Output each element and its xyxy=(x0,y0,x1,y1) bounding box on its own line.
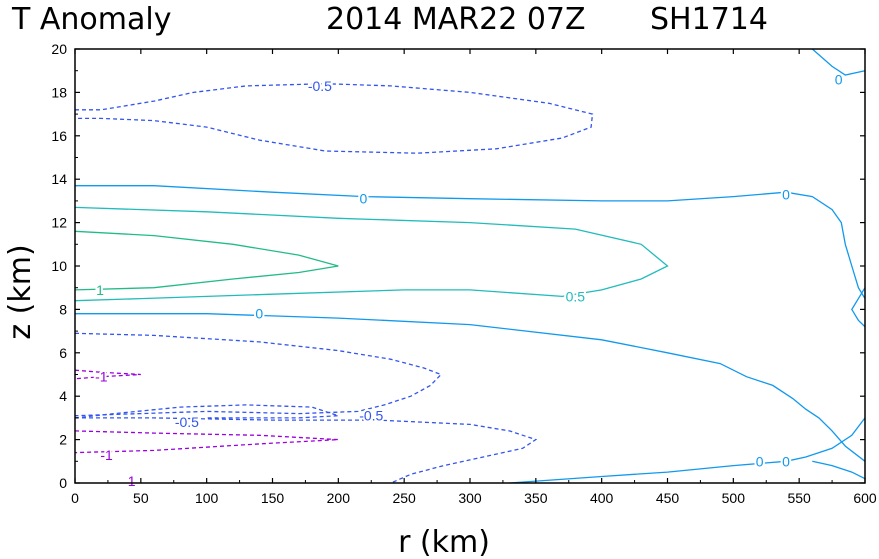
contour-lines xyxy=(74,48,866,484)
x-tick-label: 100 xyxy=(195,490,219,506)
y-tick-label: 12 xyxy=(51,215,67,231)
x-tick-label: 400 xyxy=(590,490,614,506)
header-datetime: 2014 MAR22 07Z xyxy=(326,2,586,37)
y-tick-label: 16 xyxy=(51,128,67,144)
contour-label-10: -1 xyxy=(100,447,113,463)
y-tick-label: 20 xyxy=(51,41,67,57)
contour-line-8 xyxy=(812,460,866,480)
x-tick-label: 250 xyxy=(392,490,416,506)
contour-line-0 xyxy=(75,83,594,154)
contour-label-13: 0 xyxy=(782,453,790,469)
contour-label-2: 0 xyxy=(359,191,367,207)
x-tick-label: 50 xyxy=(133,490,149,506)
y-tick-label: 2 xyxy=(59,432,67,448)
contour-line-1 xyxy=(811,48,866,76)
x-tick-label: 200 xyxy=(327,490,351,506)
x-tick-label: 300 xyxy=(458,490,482,506)
contour-label-3: 0 xyxy=(782,186,790,202)
contour-label-8: -0.5 xyxy=(175,414,199,430)
contour-line-4 xyxy=(74,206,669,302)
x-tick-label: 450 xyxy=(656,490,680,506)
header-storm: SH1714 xyxy=(650,2,768,37)
x-axis-ticks: 0 50 100 150 200 250 300 350 400 450 500 550 600 xyxy=(71,49,877,506)
contour-label-5: 0.5 xyxy=(566,288,586,304)
contour-label-0: -0.5 xyxy=(308,78,332,94)
contour-label-12: 0 xyxy=(756,453,764,469)
contour-label-4: 1 xyxy=(96,282,104,298)
contour-line-2 xyxy=(75,185,866,299)
contour-label-6: 0 xyxy=(255,306,263,322)
x-tick-label: 150 xyxy=(261,490,285,506)
contour-line-10 xyxy=(75,417,538,484)
contour-label-1: 0 xyxy=(835,71,843,87)
contour-line-3 xyxy=(74,230,339,291)
x-tick-label: 0 xyxy=(71,490,79,506)
x-tick-label: 500 xyxy=(722,490,746,506)
y-tick-label: 4 xyxy=(59,388,67,404)
y-tick-label: 18 xyxy=(51,84,67,100)
y-axis-label: z (km) xyxy=(3,244,38,339)
contour-line-9 xyxy=(74,332,443,417)
contour-label-7: -1 xyxy=(95,369,108,385)
y-tick-label: 6 xyxy=(59,345,67,361)
y-tick-label: 0 xyxy=(59,475,67,491)
x-tick-label: 600 xyxy=(853,490,877,506)
contour-line-7 xyxy=(509,417,866,484)
contour-line-13 xyxy=(74,369,141,380)
contour-labels: -0.5 0 0 0 1 0.5 0 -1 -0.5 -0.5 -1 1 0 0 xyxy=(93,69,845,490)
contour-line-6 xyxy=(851,287,866,328)
contour-label-9: -0.5 xyxy=(359,408,383,424)
y-tick-label: 14 xyxy=(51,171,67,187)
contour-line-11 xyxy=(74,404,339,419)
contour-line-12 xyxy=(74,430,339,454)
header-variable: T Anomaly xyxy=(11,2,171,37)
contour-label-11: 1 xyxy=(128,473,136,489)
y-tick-label: 10 xyxy=(51,258,67,274)
x-tick-label: 350 xyxy=(524,490,548,506)
contour-line-5 xyxy=(75,313,866,462)
y-tick-label: 8 xyxy=(59,301,67,317)
x-tick-label: 550 xyxy=(787,490,811,506)
x-axis-label: r (km) xyxy=(398,525,490,559)
